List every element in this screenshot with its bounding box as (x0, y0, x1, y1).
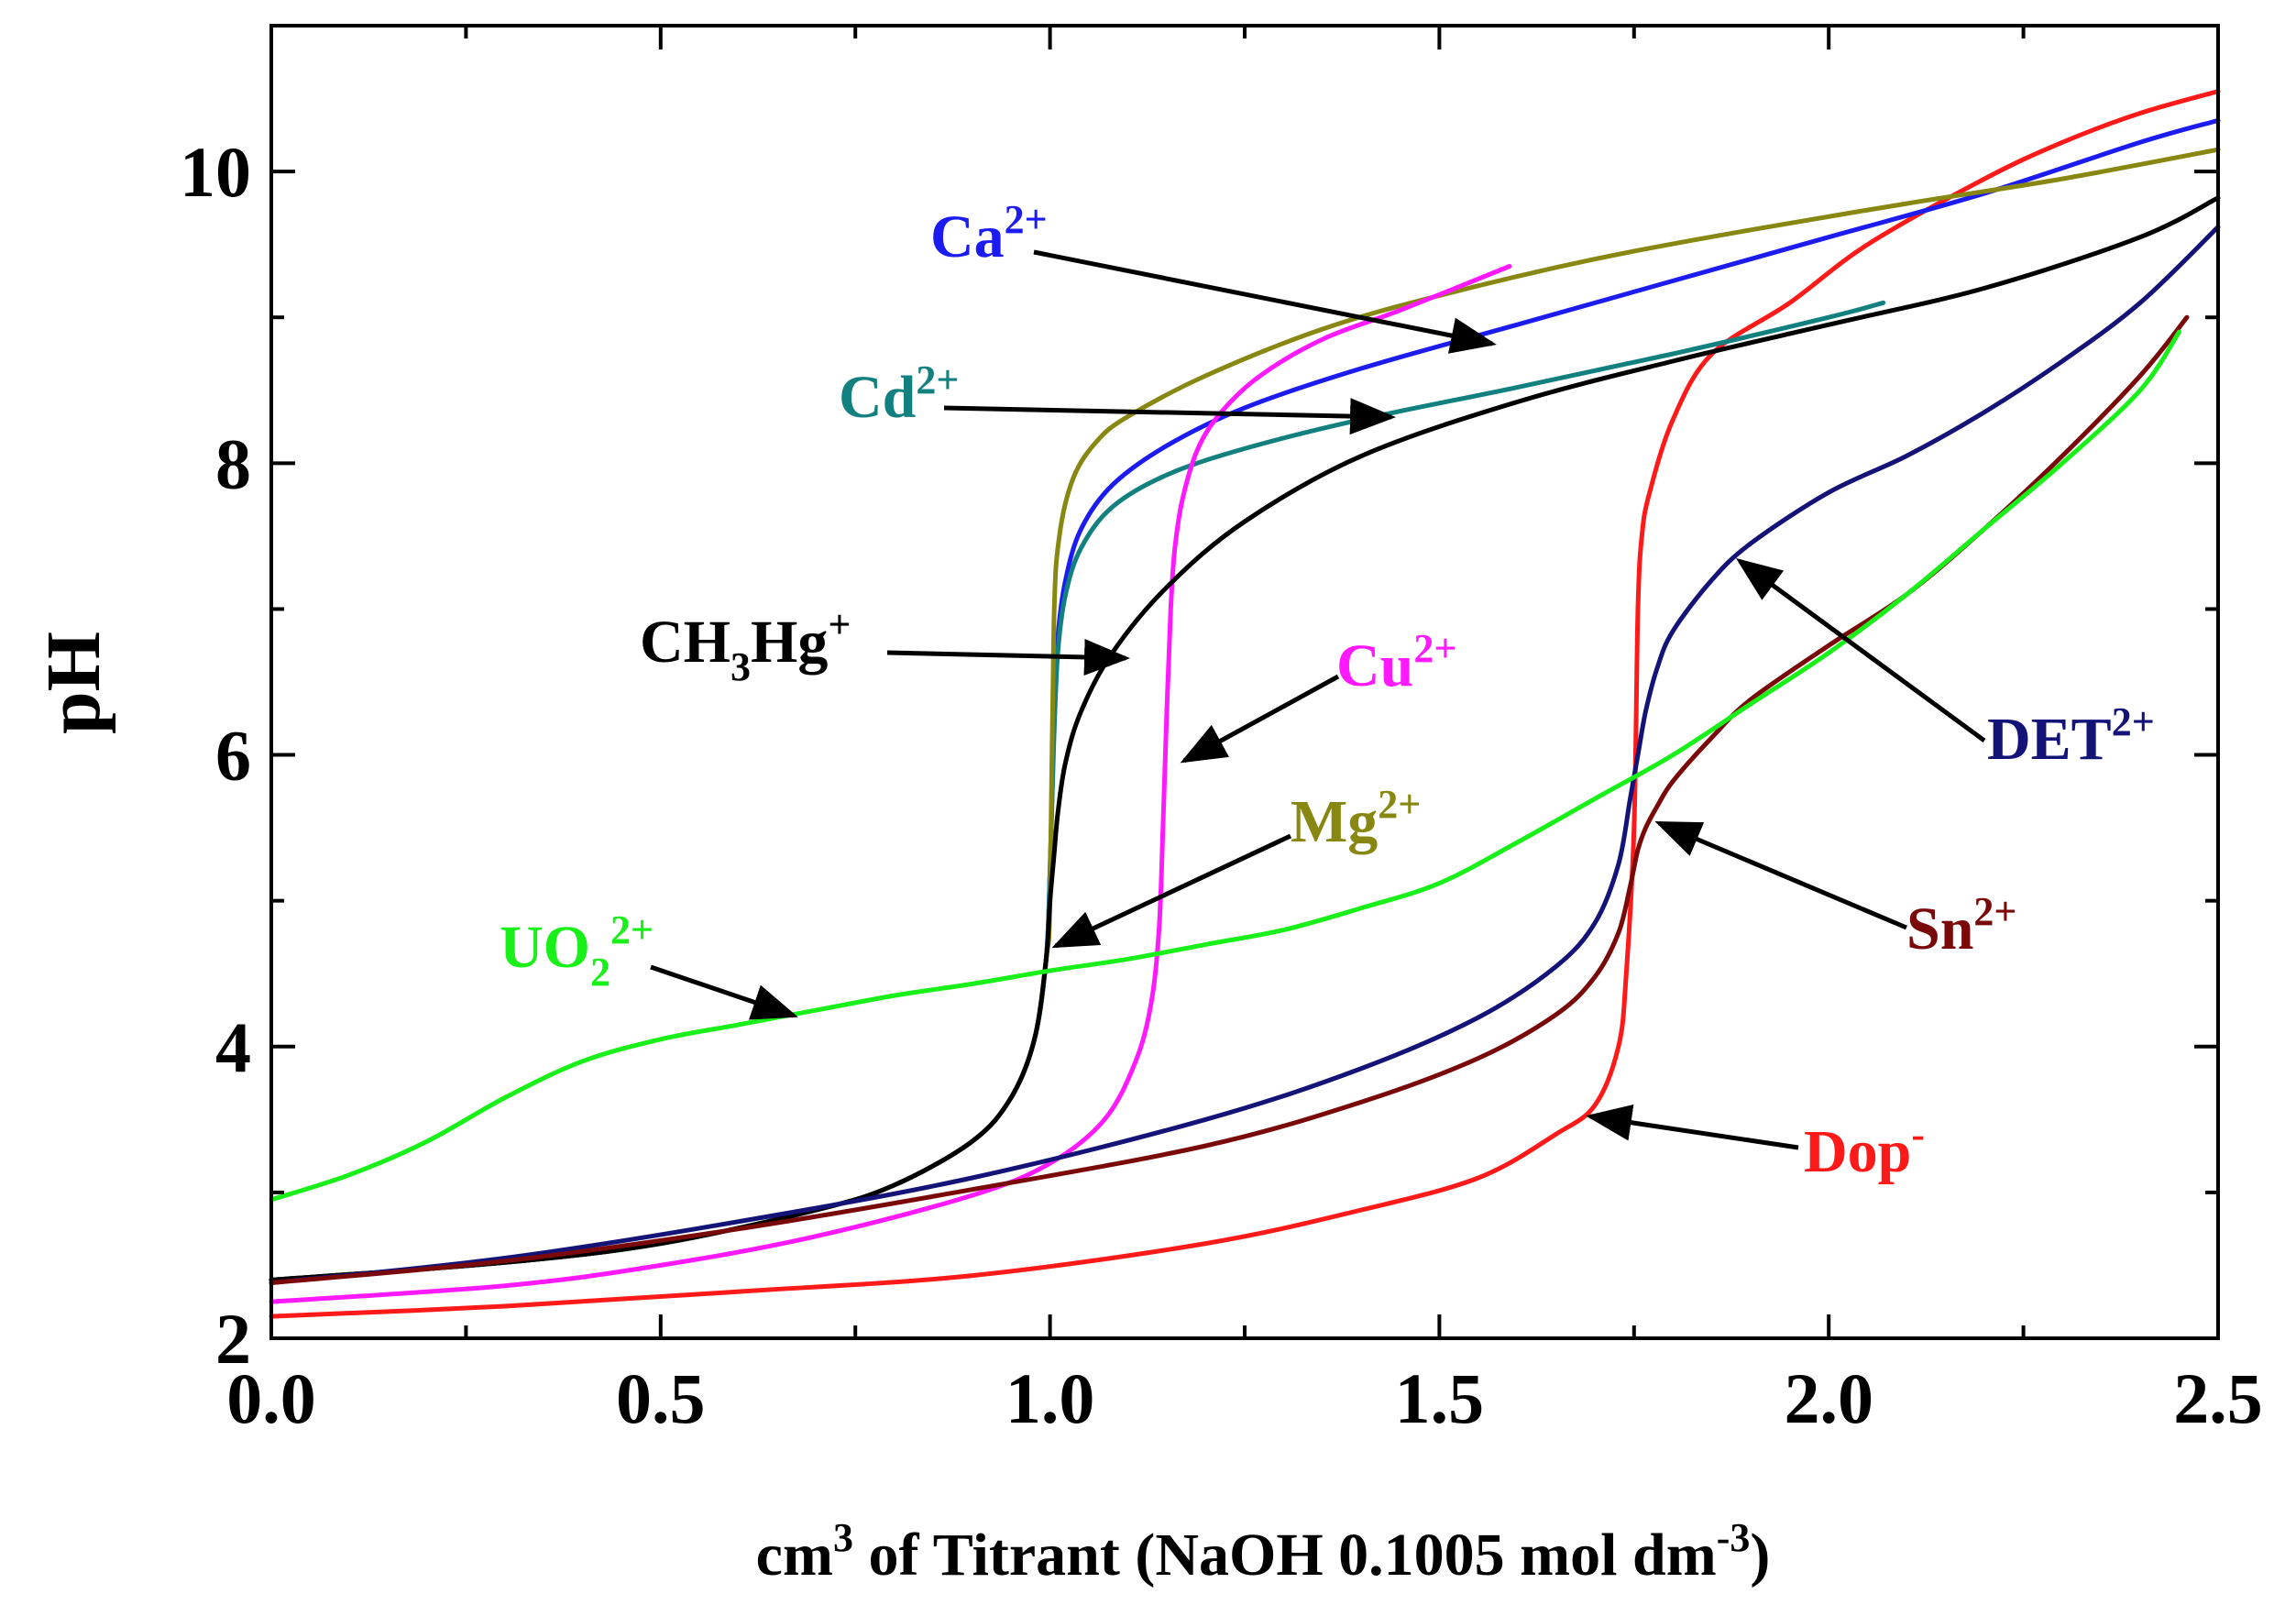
label-cd: Cd2+ (839, 357, 959, 431)
x-tick-label: 0.0 (226, 1358, 316, 1438)
y-tick-label: 10 (180, 132, 251, 212)
label-ca: Ca2+ (930, 197, 1048, 270)
y-tick-label: 6 (215, 716, 251, 796)
series-line-2 (269, 300, 1886, 1282)
arrow-ca (1033, 249, 1497, 354)
x-tick-label: 2.0 (1784, 1358, 1873, 1438)
ticks-layer (269, 24, 2220, 1340)
annotation-labels: Ca2+ Cd2+ CH3Hg+ Cu2+ Mg2+ UO22+ DET2+ S… (500, 197, 2155, 1185)
arrow-cd (943, 398, 1396, 435)
y-tick-label: 8 (215, 423, 251, 503)
label-hg: CH3Hg+ (640, 602, 851, 689)
arrow-uo (650, 964, 798, 1020)
arrow-sn (1654, 820, 1907, 930)
label-mg: Mg2+ (1291, 782, 1421, 855)
series-line-4 (269, 264, 1512, 1304)
y-axis-label: pH (31, 632, 116, 734)
plot-frame (269, 24, 2220, 1340)
x-axis-label: cm3 of Titrant (NaOH 0.1005 mol dm-3) (756, 1515, 1771, 1589)
annotation-arrows (650, 249, 1986, 1150)
series-layer (269, 89, 2221, 1319)
series-line-6 (269, 225, 2221, 1285)
y-tick-label: 4 (215, 1007, 251, 1087)
x-tick-label: 0.5 (616, 1358, 706, 1438)
x-tick-label: 2.5 (2173, 1358, 2263, 1438)
arrow-dop (1586, 1104, 1799, 1150)
label-dop: Dop- (1804, 1112, 1925, 1185)
arrow-det (1735, 558, 1986, 743)
arrow-hg (886, 638, 1130, 676)
label-sn: Sn2+ (1906, 889, 2017, 962)
y-tick-label: 2 (215, 1299, 251, 1379)
series-line-8 (269, 329, 2181, 1203)
label-det: DET2+ (1987, 699, 2155, 773)
tick-labels: 0.0 0.5 1.0 1.5 2.0 2.5 2 4 6 8 10 (180, 132, 2263, 1438)
label-cu: Cu2+ (1336, 626, 1456, 699)
arrow-cu (1180, 674, 1340, 764)
x-tick-label: 1.0 (1005, 1358, 1095, 1438)
series-line-0 (269, 89, 2221, 1319)
arrow-mg (1051, 833, 1292, 949)
label-uo: UO22+ (500, 907, 654, 995)
x-tick-label: 1.5 (1395, 1358, 1485, 1438)
